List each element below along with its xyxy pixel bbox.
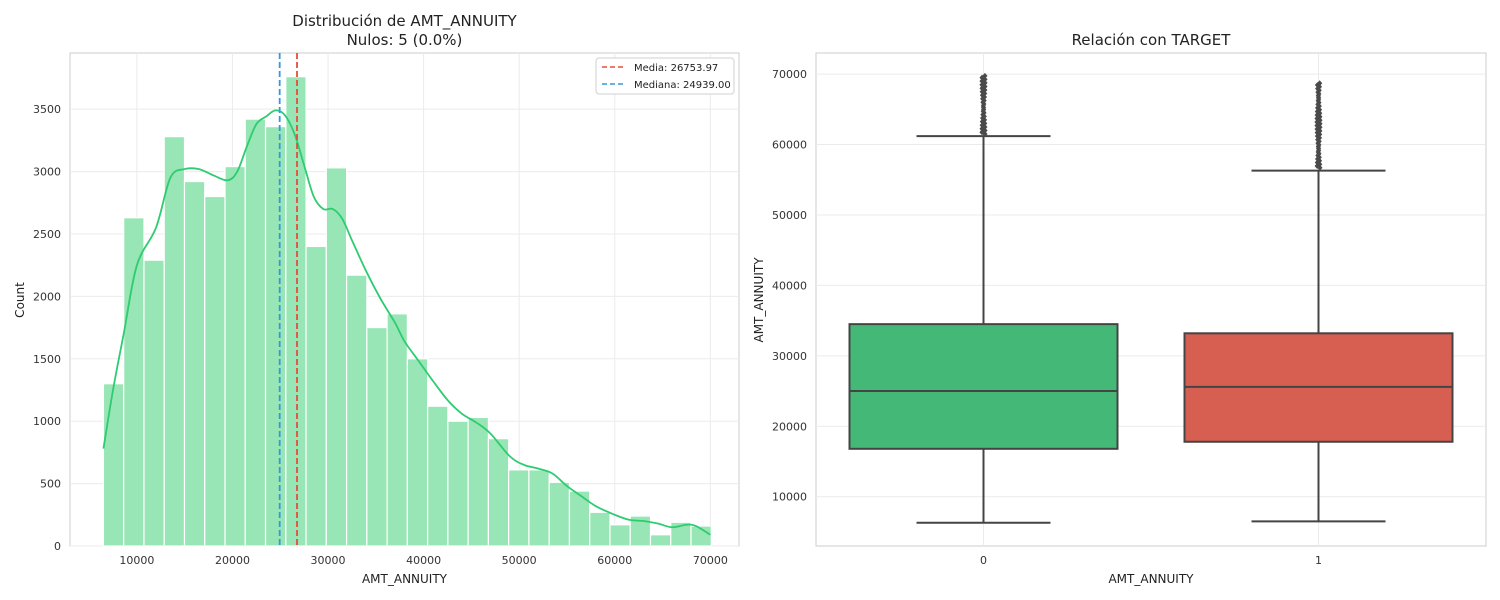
legend-median-label: Mediana: 24939.00	[634, 80, 731, 91]
hist-bar	[447, 420, 469, 547]
hist-bar	[649, 534, 672, 547]
hist-bar	[102, 383, 125, 547]
hist-x-label: AMT_ANNUITY	[362, 572, 448, 586]
box-outlier	[982, 72, 988, 79]
hist-bar	[224, 165, 246, 547]
hist-y-tick-label: 1500	[33, 353, 61, 366]
hist-y-label: Count	[13, 282, 27, 318]
box-outlier	[1317, 161, 1323, 168]
hist-y-tick-label: 2500	[33, 228, 61, 241]
box-outlier	[1317, 80, 1323, 87]
box-outlier	[1314, 108, 1320, 115]
box-marks	[848, 72, 1454, 524]
hist-x-tick-label: 20000	[215, 554, 250, 567]
hist-x-tick-label: 50000	[502, 554, 537, 567]
box-plot-area	[815, 52, 1487, 547]
hist-bar	[264, 126, 287, 547]
hist-bar	[609, 524, 631, 547]
hist-bar	[548, 481, 571, 547]
hist-kde	[102, 109, 711, 536]
box-y-tick-label: 50000	[772, 209, 807, 222]
hist-y-tick-label: 2000	[33, 290, 61, 303]
hist-bar	[629, 515, 652, 547]
hist-bar	[143, 259, 165, 547]
hist-y-tick-label: 3500	[33, 103, 61, 116]
box-x-tick-label: 0	[980, 554, 987, 567]
hist-bar	[305, 245, 327, 547]
hist-x-tick-label: 70000	[693, 554, 728, 567]
hist-kde-line	[102, 109, 711, 536]
histogram-panel: 10000 20000 30000 40000 50000 60000 70000 0 500…	[13, 12, 740, 586]
hist-x-tick-label: 60000	[597, 554, 632, 567]
box-outlier	[982, 79, 988, 86]
hist-x-tick-label: 10000	[119, 554, 154, 567]
box-outlier	[1314, 115, 1320, 122]
box-iqr	[848, 323, 1119, 450]
box-outlier	[1317, 113, 1323, 120]
hist-bar	[163, 136, 186, 547]
hist-x-tick-label: 40000	[406, 554, 441, 567]
hist-y-tick-label: 500	[40, 478, 61, 491]
box-title: Relación con TARGET	[1072, 31, 1232, 49]
box-outlier	[1314, 133, 1321, 140]
hist-reference-lines	[278, 53, 298, 546]
hist-bar	[406, 358, 429, 547]
box-outlier	[1314, 126, 1320, 133]
box-outlier	[1315, 136, 1321, 143]
hist-bar	[204, 195, 226, 547]
hist-title: Distribución de AMT_ANNUITY	[292, 12, 517, 31]
box-outlier	[1314, 122, 1320, 129]
hist-bar	[123, 217, 145, 547]
box-x-label: AMT_ANNUITY	[1108, 572, 1194, 586]
hist-bar	[427, 405, 449, 547]
hist-x-tick-label: 30000	[311, 554, 346, 567]
box-y-tick-label: 40000	[772, 279, 807, 292]
box-outlier	[982, 90, 988, 97]
box-y-tick-label: 20000	[772, 420, 807, 433]
box-y-tick-label: 70000	[772, 68, 807, 81]
box-y-ticks: 10000 20000 30000 40000 50000 60000 70000	[772, 68, 807, 504]
box-outlier	[1314, 159, 1320, 166]
box-outlier	[979, 125, 985, 132]
legend-box	[595, 57, 735, 95]
legend-mean-label: Media: 26753.97	[634, 63, 718, 74]
hist-bar	[366, 326, 388, 547]
hist-bar	[467, 416, 490, 547]
hist-bar	[528, 469, 550, 547]
hist-bar	[508, 469, 530, 547]
hist-bar	[325, 167, 348, 547]
box-y-tick-label: 60000	[772, 139, 807, 152]
box-y-label: AMT_ANNUITY	[752, 257, 766, 343]
hist-bar	[589, 511, 611, 547]
hist-y-tick-label: 3000	[33, 166, 61, 179]
hist-legend: Media: 26753.97 Mediana: 24939.00	[595, 57, 735, 95]
box-y-tick-label: 10000	[772, 491, 807, 504]
box-outlier	[1317, 127, 1323, 134]
hist-bar	[487, 438, 510, 547]
box-outlier	[981, 94, 988, 101]
hist-bar	[285, 76, 307, 547]
hist-bar	[183, 180, 206, 547]
hist-bar	[345, 274, 368, 547]
hist-y-tick-label: 0	[54, 540, 61, 553]
hist-subtitle: Nulos: 5 (0.0%)	[347, 31, 463, 49]
box-outlier	[981, 116, 988, 123]
hist-bar	[386, 313, 408, 547]
hist-x-ticks: 10000 20000 30000 40000 50000 60000 70000	[119, 554, 727, 567]
hist-bar	[244, 118, 267, 547]
hist-y-ticks: 0 500 1000 1500 2000 2500 3000 3500	[33, 103, 61, 553]
box-y-tick-label: 30000	[772, 350, 807, 363]
box-outlier	[1316, 87, 1322, 94]
box-outlier	[982, 130, 988, 137]
box-outlier	[981, 97, 987, 104]
box-x-tick-label: 1	[1315, 554, 1322, 567]
hist-y-tick-label: 1000	[33, 415, 61, 428]
